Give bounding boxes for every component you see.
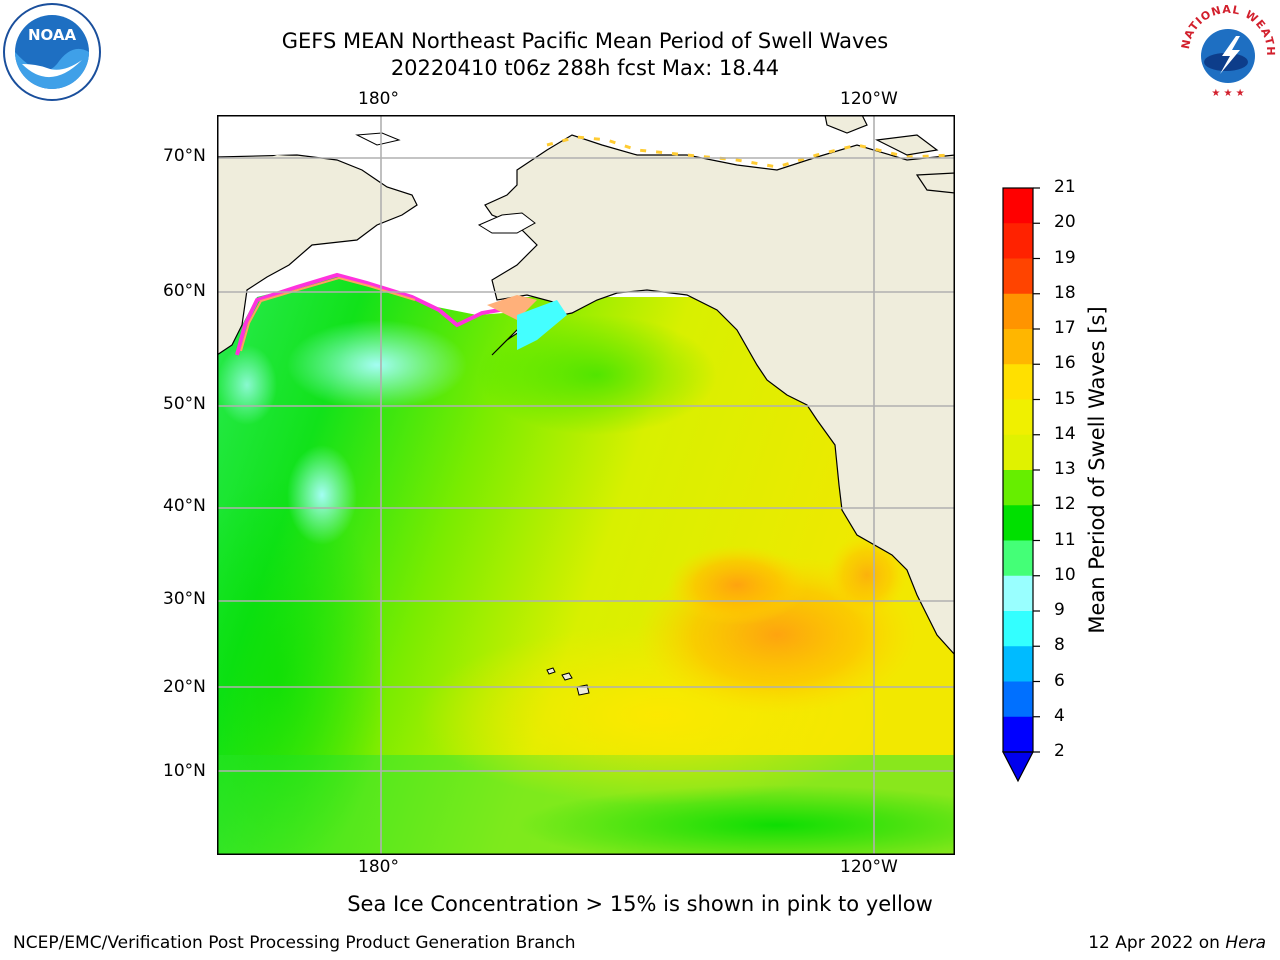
colorbar-extend-triangle	[1002, 751, 1034, 783]
colorbar-band	[1003, 223, 1033, 259]
colorbar-tick-label: 12	[1054, 494, 1076, 515]
footer-host: Hera	[1225, 933, 1266, 953]
colorbar-tick-label: 8	[1054, 635, 1065, 656]
footer-date-text: 12 Apr 2022 on	[1088, 933, 1226, 953]
title-line-2: 20220410 t06z 288h fcst Max: 18.44	[390, 56, 780, 80]
land-st-lawrence	[355, 132, 401, 146]
green-west	[217, 475, 387, 855]
land-arctic-islands	[824, 115, 955, 194]
cyan-low-period-2	[287, 445, 357, 545]
colorbar-tick-label: 17	[1054, 318, 1076, 338]
sea-ice-edge-orange	[240, 276, 416, 352]
sea-ice-edge	[235, 272, 518, 356]
nws-logo: NATIONAL WEATHER SERVICE ★ ★ ★	[1173, 0, 1278, 102]
hawaii-islands	[546, 667, 590, 696]
orange-maximum-2	[667, 545, 807, 625]
colorbar-label: Mean Period of Swell Waves [s]	[1085, 306, 1109, 634]
colorbar-band	[1003, 364, 1033, 400]
colorbar-tick-label: 6	[1054, 670, 1065, 691]
title-line-1: GEFS MEAN Northeast Pacific Mean Period …	[281, 29, 889, 53]
swell-period-map	[217, 115, 955, 855]
orange-coast	[827, 535, 907, 615]
lat-label-40n: 40°N	[163, 496, 206, 516]
colorbar-band	[1003, 681, 1033, 718]
colorbar-tick-label: 14	[1054, 423, 1076, 444]
colorbar-tick-label: 2	[1054, 741, 1065, 761]
lon-label-top-180: 180°	[358, 89, 399, 109]
lon-label-bottom-120w: 120°W	[840, 857, 898, 877]
colorbar-tick-label: 15	[1054, 388, 1076, 409]
svg-text:★ ★ ★: ★ ★ ★	[1211, 88, 1244, 99]
cyan-low-period-3	[217, 345, 277, 425]
colorbar-tick-label: 10	[1054, 564, 1076, 585]
lat-label-60n: 60°N	[163, 281, 206, 301]
colorbar	[1002, 187, 1040, 783]
colorbar-band	[1003, 575, 1033, 612]
colorbar-tick-label: 4	[1054, 705, 1065, 726]
colorbar-tick-label: 20	[1054, 212, 1076, 233]
colorbar-band	[1003, 646, 1033, 682]
cook-inlet-cyan	[517, 300, 567, 350]
green-gulf	[477, 315, 717, 435]
lat-label-20n: 20°N	[163, 677, 206, 697]
colorbar-band	[1003, 716, 1033, 753]
colorbar-band	[1003, 293, 1033, 330]
cyan-low-period-1	[287, 320, 467, 410]
colorbar-tick-label: 21	[1054, 177, 1076, 197]
colorbar-tick-label: 16	[1054, 353, 1076, 374]
colorbar-band	[1003, 399, 1033, 436]
colorbar-band	[1003, 258, 1033, 295]
sea-ice-caption: Sea Ice Concentration > 15% is shown in …	[347, 892, 933, 916]
colorbar-band	[1003, 434, 1033, 471]
colorbar-tick-label: 18	[1054, 282, 1076, 303]
colorbar-band	[1003, 470, 1033, 506]
lat-label-70n: 70°N	[163, 146, 206, 166]
sea-ice-bristol-bay	[487, 295, 537, 320]
graticule	[217, 115, 955, 855]
footer-date: 12 Apr 2022 on Hera	[1088, 933, 1266, 953]
footer-branch: NCEP/EMC/Verification Post Processing Pr…	[13, 933, 576, 953]
lat-label-30n: 30°N	[163, 589, 206, 609]
land-alaska-north-america	[484, 134, 955, 656]
land-nunivak	[477, 212, 536, 234]
land-siberia	[217, 154, 418, 356]
colorbar-band	[1003, 505, 1033, 541]
colorbar-tick-label: 19	[1054, 247, 1076, 268]
arctic-ice-fringe	[546, 135, 955, 169]
colorbar-band	[1003, 329, 1033, 365]
lat-label-50n: 50°N	[163, 394, 206, 414]
colorbar-band	[1003, 540, 1033, 577]
lon-label-top-120w: 120°W	[840, 89, 898, 109]
colorbar-tick-label: 9	[1054, 600, 1065, 620]
colorbar-band	[1003, 188, 1033, 224]
colorbar-tick-label: 13	[1054, 459, 1076, 479]
noaa-logo: NOAA	[2, 2, 102, 102]
colorbar-band	[1003, 611, 1033, 647]
map-frame	[217, 115, 955, 855]
lat-label-10n: 10°N	[163, 761, 206, 781]
svg-text:NOAA: NOAA	[28, 26, 77, 44]
colorbar-tick-label: 11	[1054, 529, 1076, 550]
lon-label-bottom-180: 180°	[358, 857, 399, 877]
